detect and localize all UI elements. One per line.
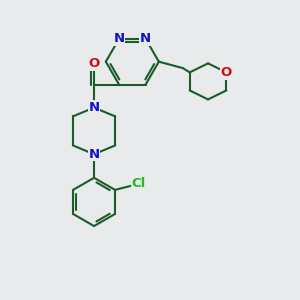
Text: N: N [88,101,100,114]
Text: N: N [113,32,124,45]
Text: O: O [88,57,100,70]
Text: N: N [88,148,100,161]
Text: Cl: Cl [131,178,146,190]
Text: N: N [140,32,151,45]
Text: O: O [221,66,232,79]
